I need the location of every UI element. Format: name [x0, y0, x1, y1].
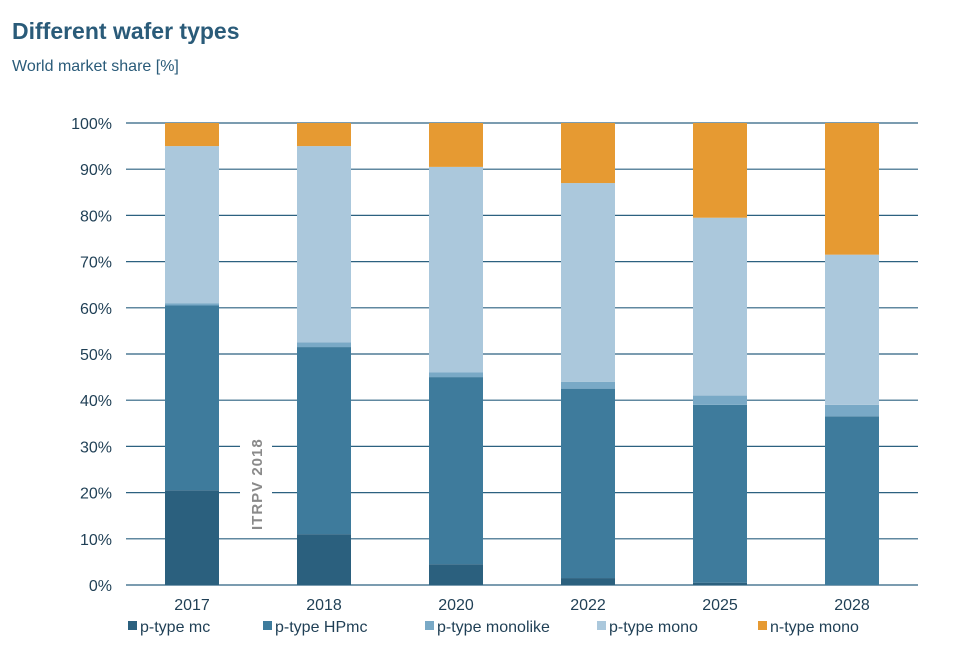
- bar-segment: [693, 582, 747, 585]
- watermark: ITRPV 2018: [240, 420, 272, 538]
- x-tick-label: 2018: [306, 597, 342, 614]
- bar-segment: [561, 183, 615, 382]
- x-tick-label: 2025: [702, 597, 738, 614]
- legend-label: p-type mc: [140, 619, 210, 636]
- bar-segment: [825, 123, 879, 255]
- y-tick-label: 50%: [80, 347, 112, 364]
- bar-segment: [693, 123, 747, 218]
- y-tick-label: 40%: [80, 393, 112, 410]
- legend: p-type mc p-type HPmc p-type monolike p-typ…: [128, 619, 859, 636]
- bar-segment: [693, 404, 747, 583]
- bar-segment: [561, 388, 615, 579]
- legend-swatch: [128, 621, 137, 630]
- legend-swatch: [597, 621, 606, 630]
- bar-segment: [165, 123, 219, 147]
- y-axis-ticks: 0% 10% 20% 30% 40% 50% 60% 70% 80% 90% 100%: [71, 116, 112, 595]
- watermark-text: ITRPV 2018: [249, 438, 266, 530]
- bar-segment: [429, 123, 483, 167]
- bar-segment: [825, 254, 879, 405]
- y-tick-label: 60%: [80, 301, 112, 318]
- bar-segment: [297, 347, 351, 535]
- bar-segment: [297, 146, 351, 343]
- legend-swatch: [425, 621, 434, 630]
- bar-segment: [561, 123, 615, 184]
- bar-segment: [165, 490, 219, 585]
- chart-title: Different wafer types: [12, 18, 240, 44]
- y-tick-label: 0%: [89, 578, 112, 595]
- x-axis-ticks: 2017 2018 2020 2022 2025 2028: [174, 597, 870, 614]
- bar-segment: [429, 377, 483, 565]
- bar-segment: [561, 381, 615, 389]
- x-tick-label: 2020: [438, 597, 474, 614]
- y-tick-label: 90%: [80, 162, 112, 179]
- legend-label: p-type HPmc: [275, 619, 367, 636]
- y-tick-label: 70%: [80, 255, 112, 272]
- legend-swatch: [263, 621, 272, 630]
- y-tick-label: 80%: [80, 208, 112, 225]
- chart-subtitle: World market share [%]: [12, 58, 179, 75]
- bar-segment: [429, 372, 483, 378]
- bar-segment: [165, 146, 219, 304]
- legend-swatch: [758, 621, 767, 630]
- bar-segment: [297, 342, 351, 348]
- x-tick-label: 2017: [174, 597, 210, 614]
- bar-segment: [561, 578, 615, 585]
- x-tick-label: 2028: [834, 597, 870, 614]
- bar-segment: [297, 123, 351, 147]
- legend-label: n-type mono: [770, 619, 859, 636]
- bar-segment: [297, 534, 351, 585]
- y-tick-label: 100%: [71, 116, 112, 133]
- bars: [165, 123, 879, 585]
- bar-segment: [693, 217, 747, 396]
- y-tick-label: 20%: [80, 486, 112, 503]
- y-tick-label: 30%: [80, 439, 112, 456]
- bar-segment: [429, 166, 483, 373]
- bar-segment: [825, 404, 879, 417]
- legend-label: p-type mono: [609, 619, 698, 636]
- bar-segment: [165, 305, 219, 491]
- y-tick-label: 10%: [80, 532, 112, 549]
- bar-segment: [825, 416, 879, 585]
- x-tick-label: 2022: [570, 597, 606, 614]
- bar-segment: [165, 303, 219, 306]
- bar-segment: [693, 395, 747, 405]
- legend-label: p-type monolike: [437, 619, 550, 636]
- bar-segment: [429, 564, 483, 585]
- watermark-background: [240, 420, 272, 538]
- gridlines: [126, 122, 918, 586]
